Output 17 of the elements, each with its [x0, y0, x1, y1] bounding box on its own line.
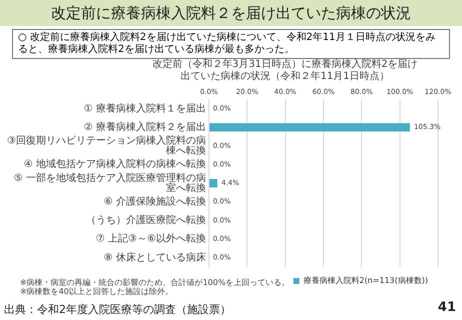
- y-tick-label: ⑦ 上記③～⑥以外へ転換: [96, 232, 206, 245]
- y-tick-label: ④ 地域包括ケア病棟入院料の病棟へ転換: [24, 158, 206, 170]
- source-note: 出典：令和2年度入院医療等の調査（施設票）: [4, 302, 231, 317]
- chart-title: 改定前に療養病棟入院料２を届け出ていた病棟の状況: [0, 0, 462, 26]
- y-tick-label: ⑥ 介護保険施設へ転換: [104, 195, 206, 208]
- legend-label: 療養病棟入院料2(n=113(病棟数)): [303, 276, 428, 286]
- text: ※病棟数を40以上と回答した施設は除外。: [20, 287, 174, 296]
- text: 41: [438, 300, 456, 315]
- y-tick-label: ② 療養病棟入院料２を届出: [84, 120, 206, 133]
- text: ※病棟・病室の再編・統合の影響のため、合計値が100%を上回っている。: [20, 278, 290, 287]
- y-tick-label: ① 療養病棟入院料１を届出: [84, 102, 206, 114]
- y-tick-label: （うち）介護医療院へ転換: [86, 214, 206, 226]
- y-tick-label: ③回復期リハビリテーション病棟入院料の病棟へ転換: [6, 134, 206, 157]
- text: ○ 改定前に療養病棟入院料2を届け出ていた病棟について、令和2年11月１日時点の状況をみると、療養病棟入院料2を届け出ている病棟が最も多かった。: [12, 29, 450, 59]
- chart-subtitle: 改定前（令和２年3月31日時点）に療養病棟入院料2を届け出ていた病棟の状況（令和２年11月1日時点）: [151, 59, 419, 83]
- y-tick-label: ⑧ 休床としている病床: [104, 251, 206, 264]
- y-tick-label: ⑤ 一部を地域包括ケア入院医療管理料の病室へ転換: [14, 172, 206, 194]
